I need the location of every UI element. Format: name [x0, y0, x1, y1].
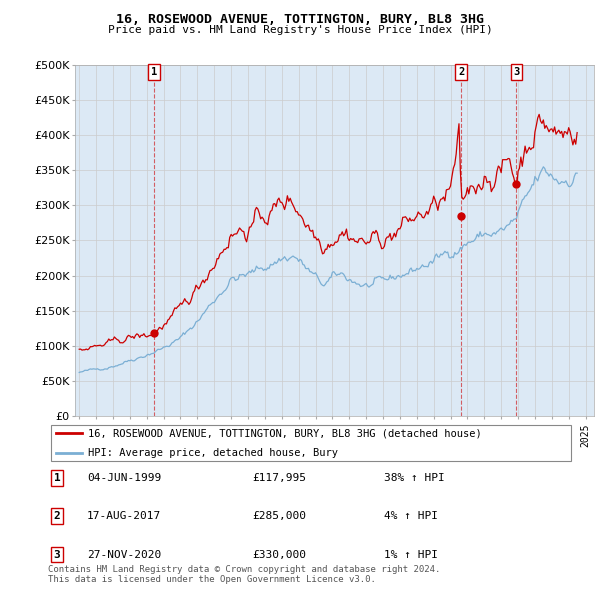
Text: 3: 3 — [513, 67, 520, 77]
Text: £285,000: £285,000 — [252, 512, 306, 521]
Text: HPI: Average price, detached house, Bury: HPI: Average price, detached house, Bury — [88, 448, 338, 458]
FancyBboxPatch shape — [50, 425, 571, 461]
Text: 17-AUG-2017: 17-AUG-2017 — [87, 512, 161, 521]
Text: £330,000: £330,000 — [252, 550, 306, 559]
Text: 2: 2 — [53, 512, 61, 521]
Text: 2: 2 — [458, 67, 464, 77]
Text: Price paid vs. HM Land Registry's House Price Index (HPI): Price paid vs. HM Land Registry's House … — [107, 25, 493, 35]
Text: £117,995: £117,995 — [252, 473, 306, 483]
Text: 1: 1 — [53, 473, 61, 483]
Text: 38% ↑ HPI: 38% ↑ HPI — [384, 473, 445, 483]
Text: 16, ROSEWOOD AVENUE, TOTTINGTON, BURY, BL8 3HG: 16, ROSEWOOD AVENUE, TOTTINGTON, BURY, B… — [116, 13, 484, 26]
Text: 16, ROSEWOOD AVENUE, TOTTINGTON, BURY, BL8 3HG (detached house): 16, ROSEWOOD AVENUE, TOTTINGTON, BURY, B… — [88, 428, 481, 438]
Text: 4% ↑ HPI: 4% ↑ HPI — [384, 512, 438, 521]
Text: 3: 3 — [53, 550, 61, 559]
Text: 1% ↑ HPI: 1% ↑ HPI — [384, 550, 438, 559]
Text: 1: 1 — [151, 67, 157, 77]
Text: 04-JUN-1999: 04-JUN-1999 — [87, 473, 161, 483]
Text: 27-NOV-2020: 27-NOV-2020 — [87, 550, 161, 559]
Text: Contains HM Land Registry data © Crown copyright and database right 2024.
This d: Contains HM Land Registry data © Crown c… — [48, 565, 440, 584]
